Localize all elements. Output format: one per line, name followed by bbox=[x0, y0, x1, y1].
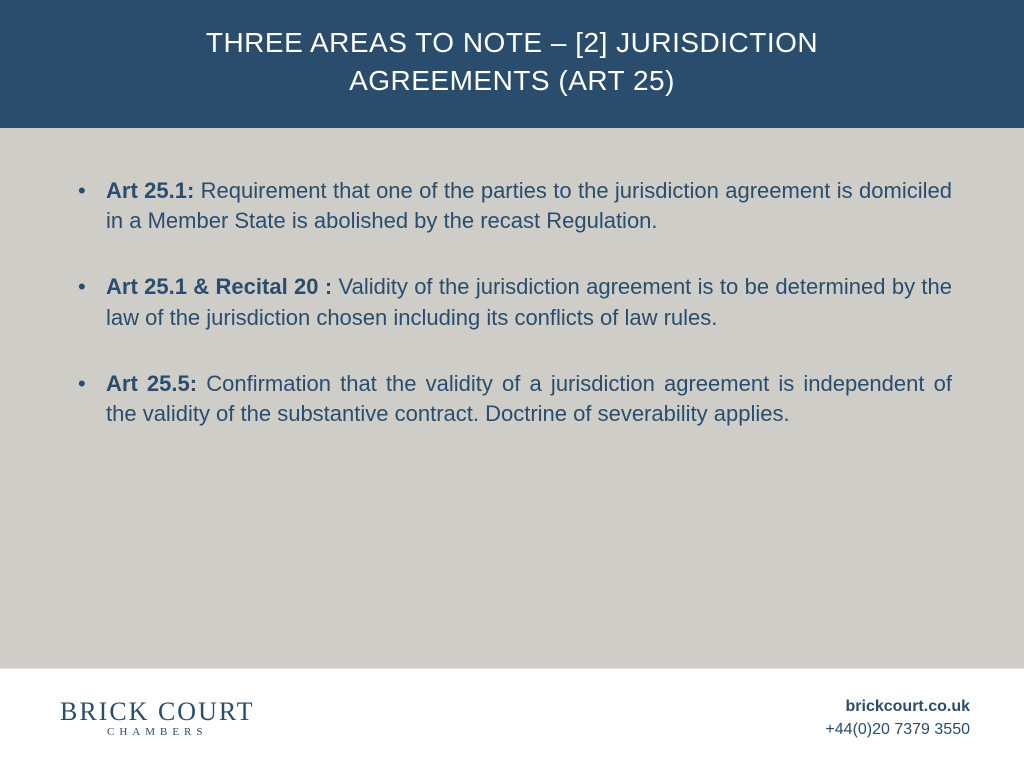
brand-logo-top: BRICK COURT bbox=[60, 698, 255, 725]
brand-logo: BRICK COURT CHAMBERS bbox=[60, 698, 255, 739]
contact-url: brickcourt.co.uk bbox=[825, 696, 970, 718]
contact-phone: +44(0)20 7379 3550 bbox=[825, 719, 970, 741]
list-item: Art 25.1 & Recital 20 : Validity of the … bbox=[72, 272, 952, 333]
bullet-lead: Art 25.1 & Recital 20 : bbox=[106, 274, 332, 299]
slide-title-line1: THREE AREAS TO NOTE – [2] JURISDICTION bbox=[40, 24, 984, 62]
bullet-text: Confirmation that the validity of a juri… bbox=[106, 371, 952, 426]
bullet-lead: Art 25.1: bbox=[106, 178, 194, 203]
bullet-text: Requirement that one of the parties to t… bbox=[106, 178, 952, 233]
footer: BRICK COURT CHAMBERS brickcourt.co.uk +4… bbox=[0, 668, 1024, 768]
slide-title-line2: AGREEMENTS (ART 25) bbox=[40, 62, 984, 100]
contact-block: brickcourt.co.uk +44(0)20 7379 3550 bbox=[825, 696, 970, 741]
bullet-lead: Art 25.5: bbox=[106, 371, 197, 396]
slide-body: Art 25.1: Requirement that one of the pa… bbox=[0, 128, 1024, 668]
list-item: Art 25.1: Requirement that one of the pa… bbox=[72, 176, 952, 237]
brand-logo-bottom: CHAMBERS bbox=[60, 727, 255, 739]
list-item: Art 25.5: Confirmation that the validity… bbox=[72, 369, 952, 430]
bullet-list: Art 25.1: Requirement that one of the pa… bbox=[72, 176, 952, 430]
header-banner: THREE AREAS TO NOTE – [2] JURISDICTION A… bbox=[0, 0, 1024, 128]
